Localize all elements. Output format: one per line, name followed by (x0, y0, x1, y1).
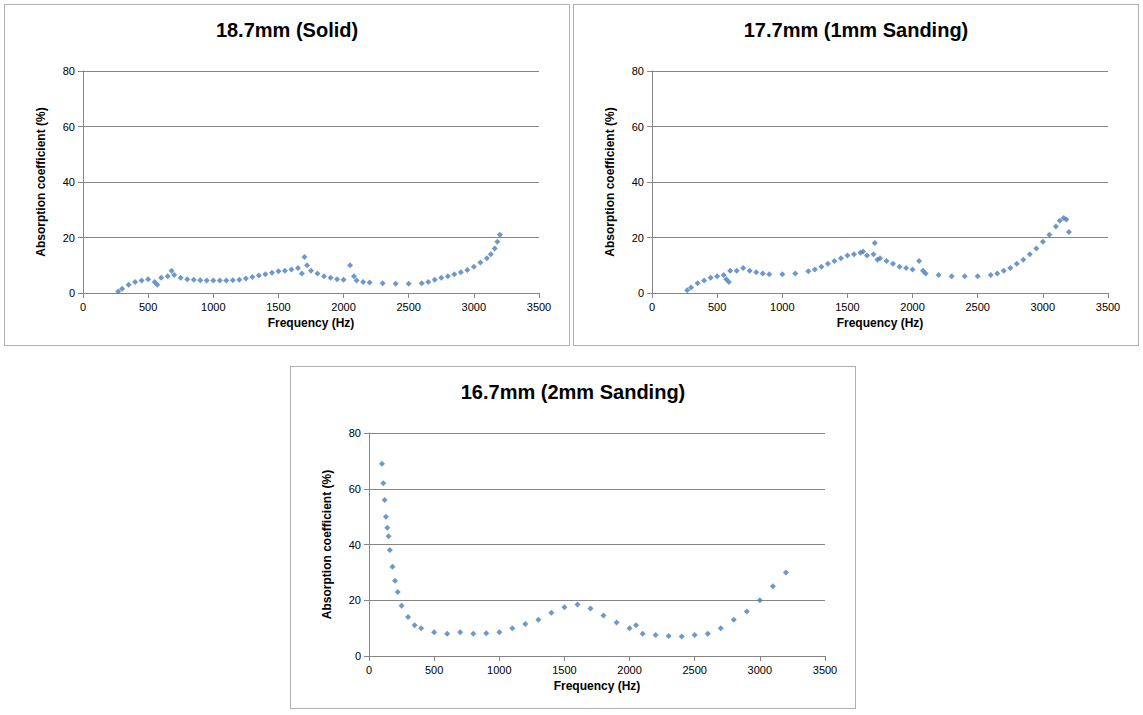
svg-text:0: 0 (69, 287, 75, 299)
svg-text:Absorption coefficient (%): Absorption coefficient (%) (320, 470, 334, 619)
svg-text:1000: 1000 (770, 301, 794, 313)
svg-text:Absorption coefficient (%): Absorption coefficient (%) (603, 107, 617, 256)
svg-text:40: 40 (349, 539, 361, 551)
svg-text:2000: 2000 (331, 301, 355, 313)
svg-text:2500: 2500 (396, 301, 420, 313)
svg-text:80: 80 (63, 65, 75, 77)
svg-text:16.7mm (2mm Sanding): 16.7mm (2mm Sanding) (461, 381, 686, 403)
svg-text:20: 20 (63, 232, 75, 244)
svg-text:0: 0 (366, 664, 372, 676)
svg-text:Frequency (Hz): Frequency (Hz) (837, 316, 924, 330)
svg-text:Frequency (Hz): Frequency (Hz) (554, 679, 641, 693)
svg-text:18.7mm (Solid): 18.7mm (Solid) (216, 19, 358, 41)
svg-text:Absorption coefficient (%): Absorption coefficient (%) (34, 107, 48, 256)
svg-text:3000: 3000 (748, 664, 772, 676)
svg-text:40: 40 (632, 176, 644, 188)
svg-text:3500: 3500 (1096, 301, 1120, 313)
svg-text:500: 500 (139, 301, 157, 313)
svg-text:1500: 1500 (266, 301, 290, 313)
svg-text:40: 40 (63, 176, 75, 188)
svg-text:0: 0 (80, 301, 86, 313)
svg-text:3000: 3000 (462, 301, 486, 313)
svg-text:0: 0 (355, 650, 361, 662)
svg-text:0: 0 (638, 287, 644, 299)
svg-text:3000: 3000 (1031, 301, 1055, 313)
svg-text:Frequency (Hz): Frequency (Hz) (268, 316, 355, 330)
svg-text:2500: 2500 (965, 301, 989, 313)
svg-text:2000: 2000 (617, 664, 641, 676)
svg-text:500: 500 (708, 301, 726, 313)
svg-text:1000: 1000 (201, 301, 225, 313)
svg-text:2500: 2500 (682, 664, 706, 676)
svg-text:60: 60 (349, 483, 361, 495)
svg-text:1000: 1000 (487, 664, 511, 676)
svg-text:3500: 3500 (527, 301, 551, 313)
svg-text:3500: 3500 (813, 664, 837, 676)
svg-text:0: 0 (649, 301, 655, 313)
svg-text:2000: 2000 (900, 301, 924, 313)
svg-text:60: 60 (632, 121, 644, 133)
svg-text:500: 500 (425, 664, 443, 676)
svg-text:17.7mm (1mm Sanding): 17.7mm (1mm Sanding) (744, 19, 969, 41)
svg-text:1500: 1500 (835, 301, 859, 313)
svg-text:20: 20 (349, 594, 361, 606)
svg-text:1500: 1500 (552, 664, 576, 676)
svg-text:60: 60 (63, 121, 75, 133)
svg-text:20: 20 (632, 232, 644, 244)
svg-text:80: 80 (632, 65, 644, 77)
svg-text:80: 80 (349, 427, 361, 439)
